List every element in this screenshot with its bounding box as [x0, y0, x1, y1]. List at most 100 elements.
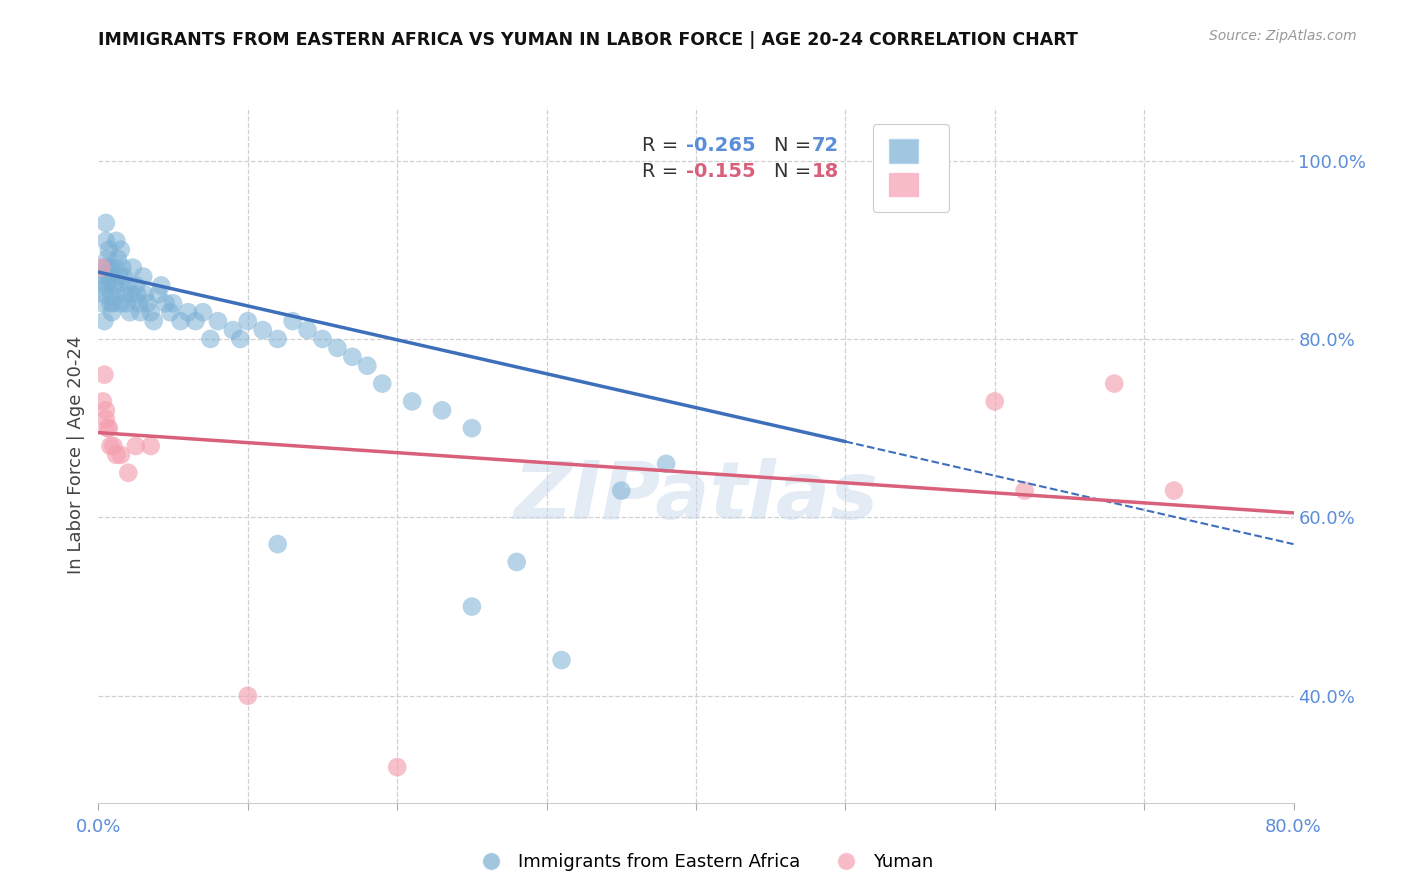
- Point: [90, 278, 112, 293]
- Point: [142, 314, 165, 328]
- Point: [117, 466, 139, 480]
- Point: [207, 314, 229, 328]
- Text: R =: R =: [643, 162, 685, 181]
- Point: [1163, 483, 1185, 498]
- Point: [94, 216, 117, 230]
- Point: [94, 260, 117, 275]
- Point: [148, 287, 170, 301]
- Point: [139, 439, 162, 453]
- Point: [385, 760, 409, 774]
- Point: [252, 323, 274, 337]
- Point: [110, 243, 132, 257]
- Point: [371, 376, 394, 391]
- Point: [105, 448, 128, 462]
- Point: [430, 403, 453, 417]
- Point: [200, 332, 222, 346]
- Text: N =: N =: [773, 136, 817, 155]
- Point: [110, 448, 132, 462]
- Point: [96, 278, 118, 293]
- Point: [461, 599, 484, 614]
- Point: [104, 260, 127, 275]
- Point: [93, 314, 115, 328]
- Point: [96, 421, 118, 435]
- Point: [97, 269, 120, 284]
- Point: [311, 332, 333, 346]
- Point: [191, 305, 214, 319]
- Point: [169, 314, 191, 328]
- Point: [120, 287, 142, 301]
- Point: [139, 305, 162, 319]
- Point: [150, 278, 173, 293]
- Point: [108, 269, 131, 284]
- Point: [222, 323, 245, 337]
- Point: [114, 287, 136, 301]
- Text: 18: 18: [811, 162, 839, 181]
- Text: 72: 72: [811, 136, 839, 155]
- Point: [229, 332, 252, 346]
- Point: [506, 555, 529, 569]
- Point: [117, 278, 139, 293]
- Point: [94, 412, 117, 426]
- Point: [101, 287, 124, 301]
- Point: [94, 234, 117, 248]
- Point: [127, 287, 149, 301]
- Text: ZIPatlas: ZIPatlas: [513, 458, 879, 536]
- Point: [125, 439, 148, 453]
- Y-axis label: In Labor Force | Age 20-24: In Labor Force | Age 20-24: [66, 335, 84, 574]
- Point: [401, 394, 423, 409]
- Point: [93, 287, 115, 301]
- Point: [326, 341, 349, 355]
- Text: -0.265: -0.265: [686, 136, 756, 155]
- Point: [461, 421, 484, 435]
- Point: [236, 689, 259, 703]
- Text: -0.155: -0.155: [686, 162, 756, 181]
- Point: [1014, 483, 1036, 498]
- Point: [159, 305, 181, 319]
- Point: [91, 296, 114, 310]
- Point: [103, 439, 125, 453]
- Point: [91, 269, 114, 284]
- Point: [118, 305, 141, 319]
- Point: [111, 260, 134, 275]
- Point: [101, 305, 124, 319]
- Point: [93, 260, 115, 275]
- Point: [297, 323, 319, 337]
- Point: [96, 252, 118, 266]
- Point: [93, 368, 115, 382]
- Point: [281, 314, 304, 328]
- Point: [100, 439, 122, 453]
- Point: [121, 260, 143, 275]
- Point: [100, 296, 122, 310]
- Point: [136, 296, 159, 310]
- Point: [103, 278, 125, 293]
- Text: Source: ZipAtlas.com: Source: ZipAtlas.com: [1209, 29, 1357, 43]
- Point: [984, 394, 1007, 409]
- Text: IMMIGRANTS FROM EASTERN AFRICA VS YUMAN IN LABOR FORCE | AGE 20-24 CORRELATION C: IMMIGRANTS FROM EASTERN AFRICA VS YUMAN …: [98, 31, 1078, 49]
- Point: [105, 278, 128, 293]
- Point: [107, 252, 129, 266]
- Point: [550, 653, 572, 667]
- Point: [100, 260, 122, 275]
- Point: [132, 269, 155, 284]
- Point: [115, 296, 138, 310]
- Point: [110, 296, 132, 310]
- Point: [1104, 376, 1126, 391]
- Point: [134, 287, 156, 301]
- Point: [356, 359, 378, 373]
- Point: [94, 403, 117, 417]
- Point: [128, 296, 150, 310]
- Point: [112, 269, 135, 284]
- Point: [105, 234, 128, 248]
- Point: [91, 394, 114, 409]
- Point: [236, 314, 259, 328]
- Point: [125, 278, 148, 293]
- Point: [655, 457, 678, 471]
- Point: [610, 483, 633, 498]
- Point: [103, 296, 125, 310]
- Legend: Immigrants from Eastern Africa, Yuman: Immigrants from Eastern Africa, Yuman: [465, 847, 941, 879]
- Text: R =: R =: [643, 136, 685, 155]
- Point: [177, 305, 200, 319]
- Text: N =: N =: [773, 162, 817, 181]
- Point: [342, 350, 364, 364]
- Point: [155, 296, 177, 310]
